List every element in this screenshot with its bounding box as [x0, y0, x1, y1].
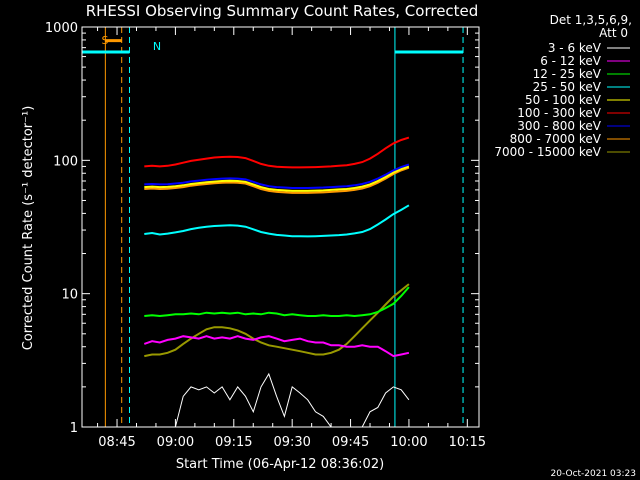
legend-label: 25 - 50 keV — [533, 80, 602, 94]
y-tick-label: 10 — [61, 288, 78, 303]
y-axis-label: Corrected Count Rate (s⁻¹ detector⁻¹) — [21, 106, 36, 351]
annotation-label: S — [102, 34, 109, 47]
legend-label: 800 - 7000 keV — [510, 132, 602, 146]
x-tick-label: 09:00 — [157, 435, 194, 450]
x-tick-label: 09:15 — [215, 435, 252, 450]
legend-label: 50 - 100 keV — [525, 93, 602, 107]
series-line-50-to-100kev — [144, 165, 410, 192]
series-line-25-to-50kev — [144, 204, 410, 238]
series-line-6-to-12kev — [143, 335, 410, 358]
y-axis-ticks: 1 10 100 1000 — [45, 21, 479, 436]
legend-header-line1: Det 1,3,5,6,9, — [550, 13, 632, 27]
x-tick-label: 08:45 — [98, 435, 135, 450]
legend-label: 3 - 6 keV — [548, 41, 602, 55]
series-line-12-to-25kev — [144, 286, 410, 318]
x-tick-label: 10:00 — [390, 435, 427, 450]
series-line-100-to-300kev — [144, 136, 410, 169]
footer-timestamp: 20-Oct-2021 03:23 — [551, 469, 636, 479]
series-line-300-to-800kev — [144, 163, 410, 189]
legend-label: 6 - 12 keV — [540, 54, 602, 68]
x-tick-label: 09:30 — [273, 435, 310, 450]
legend-header-line2: Att 0 — [599, 26, 628, 40]
x-tick-label: 10:15 — [449, 435, 486, 450]
series-line-800-to-7000kev — [144, 166, 410, 194]
series-line-7000-to-15000kev — [144, 283, 410, 358]
y-tick-label: 100 — [53, 154, 78, 169]
series-line-3-to-6kev — [144, 372, 410, 428]
x-axis-label: Start Time (06-Apr-12 08:36:02) — [176, 457, 384, 472]
vertical-markers — [104, 27, 464, 427]
legend-label: 12 - 25 keV — [533, 67, 602, 81]
annotation-label: N — [153, 40, 161, 53]
legend-label: 7000 - 15000 keV — [494, 145, 601, 159]
series-lines — [143, 136, 410, 428]
legend-label: 100 - 300 keV — [517, 106, 601, 120]
x-axis-ticks: 08:45 09:00 09:15 09:30 09:45 10:00 10:15 — [97, 27, 486, 450]
legend-label: 300 - 800 keV — [517, 119, 601, 133]
chart-title: RHESSI Observing Summary Count Rates, Co… — [86, 2, 479, 20]
plot-frame — [81, 26, 480, 428]
x-tick-label: 09:45 — [332, 435, 369, 450]
y-tick-label: 1 — [70, 421, 78, 436]
y-tick-label: 1000 — [45, 21, 78, 36]
